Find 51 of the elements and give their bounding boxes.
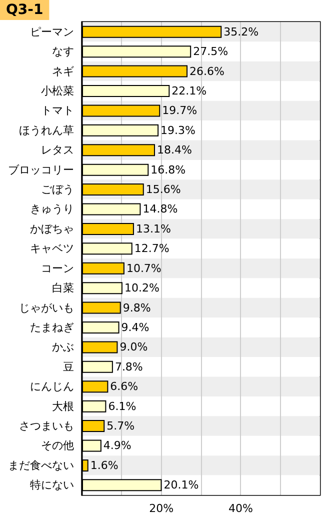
y-tick-label: ほうれん草	[19, 124, 74, 137]
y-tick-label: レタス	[41, 144, 74, 157]
y-tick-label: ネギ	[52, 64, 74, 78]
data-label: 6.1%	[108, 400, 136, 413]
y-tick-label: 小松菜	[41, 84, 74, 98]
data-label: 6.6%	[110, 380, 138, 394]
data-label: 10.2%	[124, 282, 160, 295]
y-tick-label: なす	[52, 45, 74, 58]
y-tick-label: かぶ	[52, 340, 74, 354]
data-label: 7.8%	[114, 360, 143, 374]
data-label: 14.8%	[142, 202, 178, 216]
y-tick-label: さつまいも	[19, 420, 74, 433]
y-tick-label: ピーマン	[30, 25, 74, 38]
y-tick-label: にんじん	[30, 380, 74, 394]
data-label: 18.4%	[156, 144, 192, 157]
data-label: 9.8%	[122, 301, 151, 314]
y-tick-label: キャベツ	[30, 242, 74, 256]
y-tick-label: トマト	[41, 104, 74, 118]
y-tick-label: その他	[41, 439, 74, 452]
y-tick-label: たまねぎ	[30, 320, 74, 334]
data-label: 13.1%	[136, 222, 171, 236]
x-tick-label: 40%	[228, 502, 253, 515]
data-label: 15.6%	[146, 183, 181, 196]
y-tick-label: ブロッコリー	[8, 163, 74, 176]
data-label: 9.0%	[120, 340, 148, 354]
data-label: 19.3%	[160, 124, 196, 137]
y-tick-label: 大根	[52, 400, 74, 413]
data-label: 35.2%	[224, 25, 259, 38]
y-tick-label: かぼちゃ	[30, 222, 74, 236]
y-tick-label: まだ食べない	[8, 458, 74, 472]
y-tick-label: 特にない	[30, 478, 74, 492]
y-tick-label: コーン	[41, 262, 74, 275]
data-label: 9.4%	[121, 320, 150, 334]
y-tick-label: ごぼう	[41, 183, 74, 196]
y-tick-label: 白菜	[52, 282, 74, 295]
data-label: 20.1%	[164, 478, 199, 492]
y-tick-label: じゃがいも	[19, 301, 74, 314]
data-label: 26.6%	[190, 64, 224, 78]
data-label: 16.8%	[150, 163, 186, 176]
x-tick-label: 20%	[149, 502, 174, 515]
data-label: 1.6%	[90, 458, 118, 472]
y-tick-label: きゅうり	[30, 202, 74, 216]
data-label: 19.7%	[162, 104, 198, 118]
data-label: 10.7%	[126, 262, 162, 275]
chart-title: Q3-1	[6, 2, 44, 18]
data-label: 27.5%	[193, 45, 228, 58]
data-label: 12.7%	[134, 242, 170, 256]
y-tick-label: 豆	[63, 360, 74, 374]
data-label: 4.9%	[103, 439, 132, 452]
data-label: 5.7%	[106, 420, 135, 433]
data-label: 22.1%	[172, 84, 207, 98]
